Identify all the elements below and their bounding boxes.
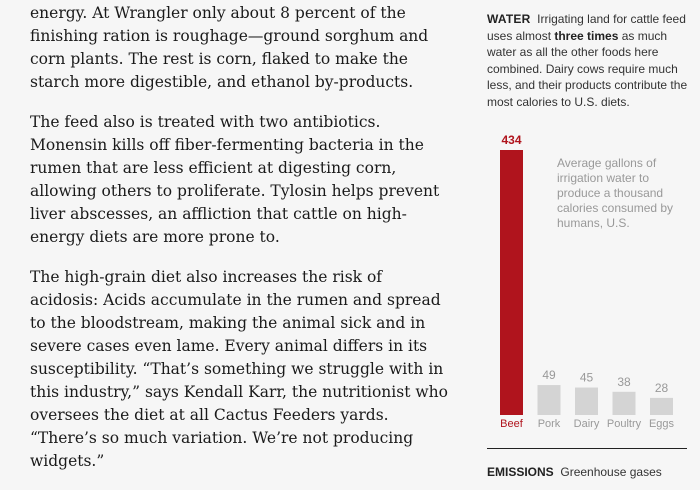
- bar-chart: 434 Beef 49 Pork 45 Dairy 38 Poultry 28 Eggs: [500, 133, 675, 430]
- intro-emphasis: three times: [554, 28, 619, 43]
- article-paragraph: The high-grain diet also increases the r…: [30, 268, 448, 470]
- intro-text-start: Irrigating land for cattle feed uses alm…: [487, 12, 686, 43]
- value-label-poultry: 38: [617, 375, 631, 389]
- section-intro-text: Greenhouse gases: [560, 465, 662, 479]
- article-paragraph: The feed also is treated with two antibi…: [30, 113, 440, 246]
- chart-note: Average gallons of irrigation water to p…: [557, 156, 674, 230]
- bar-dairy: [575, 387, 598, 415]
- category-label-eggs: Eggs: [649, 418, 675, 430]
- category-label-beef: Beef: [500, 418, 524, 430]
- value-label-beef: 434: [501, 133, 521, 147]
- section-kicker: WATER: [487, 12, 531, 26]
- water-sidebar: WATER Irrigating land for cattle feed us…: [487, 0, 692, 430]
- water-intro: WATER Irrigating land for cattle feed us…: [487, 11, 692, 111]
- water-chart: 434 Beef 49 Pork 45 Dairy 38 Poultry 28 Eggs Aver…: [487, 133, 692, 436]
- section-kicker: EMISSIONS: [487, 465, 554, 479]
- emissions-section-header: EMISSIONS Greenhouse gases: [487, 465, 700, 479]
- value-label-dairy: 45: [580, 371, 594, 385]
- intro-text-end: as much water as all the other foods her…: [487, 28, 688, 109]
- category-label-poultry: Poultry: [607, 418, 642, 430]
- article-body: energy. At Wrangler only about 8 percent…: [30, 0, 450, 490]
- value-label-pork: 49: [542, 368, 556, 382]
- bar-eggs: [650, 397, 673, 415]
- value-label-eggs: 28: [655, 381, 669, 395]
- article-paragraph: energy. At Wrangler only about 8 percent…: [30, 4, 429, 91]
- bar-poultry: [612, 391, 636, 415]
- bar-beef: [500, 150, 523, 415]
- section-divider: [487, 448, 687, 449]
- bar-pork: [537, 385, 561, 415]
- category-label-dairy: Dairy: [574, 418, 600, 430]
- category-label-pork: Pork: [538, 418, 561, 430]
